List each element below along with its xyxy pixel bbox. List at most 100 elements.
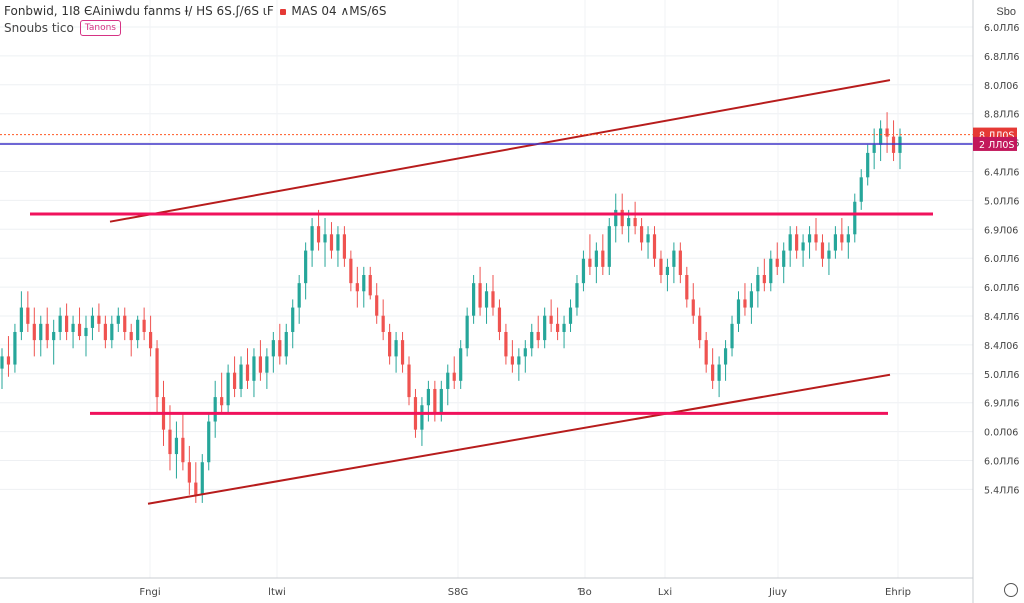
candle-body — [187, 462, 191, 483]
candle-body — [795, 234, 799, 251]
candle-body — [472, 283, 476, 316]
candlestick-series — [0, 112, 902, 503]
candle-body — [304, 250, 308, 284]
time-tick-label: Ɓo — [577, 587, 591, 598]
candle-body — [19, 307, 23, 332]
candle-body — [6, 356, 11, 365]
time-tick-label: Fngi — [139, 587, 160, 598]
candle-body — [639, 226, 644, 243]
candle-body — [672, 250, 676, 267]
ohlc-values: MAS 04 ∧MS/6S — [291, 4, 387, 18]
candle-body — [484, 291, 489, 308]
candle-body — [103, 323, 107, 341]
corner-label: Sbo — [996, 6, 1016, 18]
candle-body — [200, 462, 204, 495]
price-tick-label: 6.8ЛЛ6 — [984, 52, 1019, 63]
candle-body — [226, 372, 230, 406]
candle-body — [265, 356, 269, 373]
candle-body — [45, 323, 49, 341]
candle-body — [588, 258, 592, 267]
candle-body — [891, 136, 896, 153]
candle-body — [181, 437, 185, 463]
candle-body — [543, 315, 547, 341]
candle-body — [394, 340, 398, 357]
candle-body — [504, 331, 508, 357]
candle-body — [769, 258, 773, 284]
candle-body — [743, 299, 747, 308]
indicator-label: Snoubs tico — [4, 21, 74, 35]
candle-body — [549, 315, 553, 324]
candle-body — [258, 356, 263, 373]
candle-body — [232, 372, 237, 389]
candle-body — [26, 307, 30, 324]
candle-body — [465, 315, 469, 349]
candle-body — [213, 397, 217, 422]
current-price-label: 8.ЛЛ0S — [979, 131, 1014, 142]
time-tick-label: ltwi — [268, 587, 286, 598]
candle-body — [575, 283, 579, 308]
candle-body — [782, 250, 786, 267]
candle-body — [375, 295, 379, 316]
candle-body — [52, 331, 56, 341]
candle-body — [245, 364, 250, 381]
candle-body — [77, 323, 82, 337]
price-tick-label: 6.0ЛЛ6 — [984, 254, 1019, 265]
gear-icon[interactable] — [1004, 583, 1018, 597]
chart-grid — [0, 0, 973, 578]
price-tick-label: 8.8ЛЛ6 — [984, 110, 1019, 121]
candle-body — [439, 388, 443, 414]
candle-body — [510, 356, 514, 365]
candle-body — [678, 250, 682, 275]
candle-body — [420, 405, 424, 430]
candle-body — [885, 128, 889, 137]
candle-body — [801, 242, 805, 251]
candle-body — [807, 234, 812, 243]
candle-body — [58, 315, 62, 332]
candle-body — [872, 144, 876, 153]
candle-body — [278, 340, 282, 357]
candle-body — [459, 348, 463, 381]
candle-body — [0, 356, 4, 369]
symbol-header: Fonbwid, 1I8 ЄAiniwdu fanms Ɨ/ HS 6S.ʃ/6… — [4, 4, 387, 18]
candle-body — [284, 331, 288, 357]
candle-body — [407, 364, 411, 398]
price-tick-label: 8.4ЛЛ6 — [984, 312, 1019, 323]
candle-body — [762, 275, 766, 284]
candle-body — [730, 323, 734, 349]
candle-body — [523, 348, 527, 357]
symbol-title: Fonbwid, 1I8 ЄAiniwdu fanms Ɨ/ HS 6S.ʃ/6… — [4, 4, 274, 18]
channel-upper-line — [109, 79, 891, 223]
price-tick-label: 6.9ЛЛ6 — [984, 399, 1019, 410]
candle-body — [594, 250, 598, 267]
candle-body — [116, 315, 120, 324]
candle-body — [252, 356, 256, 381]
candle-body — [846, 234, 850, 243]
price-tick-label: 0.0Л06 — [984, 428, 1018, 439]
price-tick-label: 8.0Л06 — [984, 81, 1018, 92]
status-dot-icon — [279, 8, 286, 15]
price-tick-label: 6.0ЛЛ6 — [984, 283, 1019, 294]
candle-body — [65, 315, 69, 332]
price-tick-label: 5.0ЛЛ6 — [984, 196, 1019, 207]
candle-body — [310, 226, 314, 251]
candle-body — [400, 340, 405, 365]
time-tick-label: Ehrip — [885, 587, 911, 598]
candle-body — [90, 315, 95, 328]
candle-body — [581, 258, 586, 284]
indicator-badge[interactable]: Tanons — [79, 20, 121, 36]
candle-body — [297, 283, 301, 308]
candle-body — [220, 397, 224, 406]
candle-body — [775, 258, 779, 267]
candle-body — [491, 291, 495, 308]
time-tick-label: Jiuy — [768, 587, 787, 598]
candle-body — [833, 234, 837, 251]
candle-body — [665, 266, 670, 275]
candle-body — [13, 331, 17, 365]
drawn-lines — [0, 79, 973, 505]
candle-body — [517, 356, 521, 365]
candle-body — [723, 348, 728, 365]
blue-line-tag — [973, 136, 1017, 151]
candle-body — [136, 319, 140, 341]
